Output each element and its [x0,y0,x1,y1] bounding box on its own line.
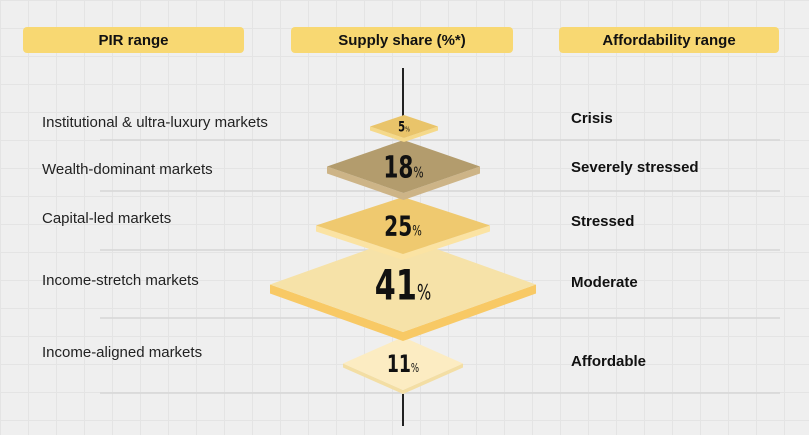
pir-label: Income-aligned markets [42,344,203,361]
diamond-top [316,197,490,254]
header-affordability-range: Affordability range [559,27,779,53]
pir-label: Wealth-dominant markets [42,161,213,178]
diamond-top [370,115,438,138]
affordability-label: Severely stressed [571,159,699,176]
pir-label: Institutional & ultra-luxury markets [42,114,268,131]
tier-diamond-41: 41% [270,237,536,341]
diamond-top [270,237,536,332]
affordability-label: Crisis [571,110,613,127]
supply-share-value: 11% [387,350,419,378]
supply-share-value: 18% [383,151,423,185]
affordability-label: Affordable [571,353,646,370]
supply-share-value: 5% [398,119,410,135]
supply-share-value: 41% [375,261,431,310]
diamond-side [327,166,480,200]
diamond-side [316,225,490,260]
affordability-label: Moderate [571,274,638,291]
tier-diamond-5: 5% [370,115,438,142]
pir-label: Income-stretch markets [42,272,199,289]
supply-share-value: 25% [384,209,422,242]
header-supply-share: Supply share (%*) [291,27,513,53]
affordability-label: Stressed [571,213,635,230]
tier-diamond-25: 25% [316,197,490,260]
pir-label: Capital-led markets [42,210,172,227]
header-pir-range: PIR range [23,27,244,53]
tier-diamond-11: 11% [343,337,463,394]
diamond-top [327,140,480,193]
tier-diamond-18: 18% [327,140,480,200]
diamond-top [343,337,463,390]
diamond-side [370,126,438,142]
